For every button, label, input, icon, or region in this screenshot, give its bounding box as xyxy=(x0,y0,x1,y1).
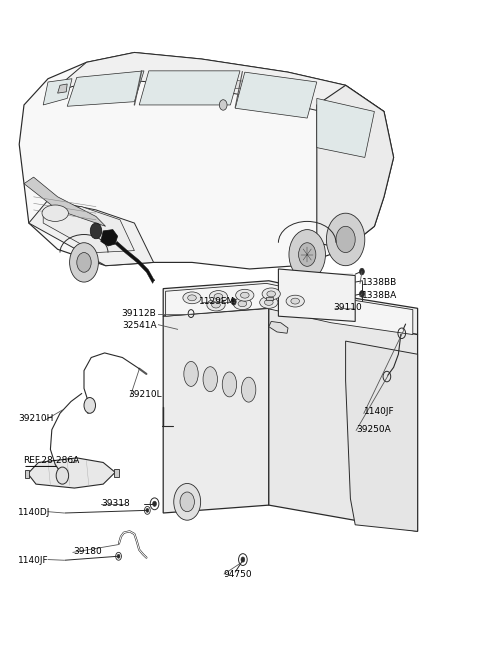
Polygon shape xyxy=(29,200,154,266)
Polygon shape xyxy=(115,241,155,283)
Circle shape xyxy=(219,100,227,110)
Circle shape xyxy=(336,226,355,253)
Ellipse shape xyxy=(209,291,228,302)
Ellipse shape xyxy=(188,295,196,300)
Text: 39210H: 39210H xyxy=(18,414,54,423)
Polygon shape xyxy=(197,77,216,87)
Polygon shape xyxy=(24,177,106,226)
Circle shape xyxy=(180,492,194,512)
Polygon shape xyxy=(269,321,288,333)
Ellipse shape xyxy=(42,205,69,222)
Circle shape xyxy=(146,508,149,512)
Circle shape xyxy=(77,253,91,272)
Ellipse shape xyxy=(260,297,278,308)
Ellipse shape xyxy=(233,298,252,310)
Ellipse shape xyxy=(291,298,300,304)
Polygon shape xyxy=(163,281,418,335)
Ellipse shape xyxy=(262,288,280,300)
Circle shape xyxy=(360,268,364,275)
Polygon shape xyxy=(269,308,418,531)
Ellipse shape xyxy=(214,293,223,299)
Circle shape xyxy=(56,467,69,484)
Polygon shape xyxy=(346,341,418,531)
Text: 39112B: 39112B xyxy=(122,309,156,318)
Ellipse shape xyxy=(203,367,217,392)
Polygon shape xyxy=(48,52,384,115)
Ellipse shape xyxy=(264,299,273,306)
Polygon shape xyxy=(235,72,317,118)
Text: 39210L: 39210L xyxy=(129,390,162,400)
Circle shape xyxy=(364,425,404,480)
Text: 1129EM: 1129EM xyxy=(199,297,236,306)
Polygon shape xyxy=(266,297,273,300)
Polygon shape xyxy=(283,83,302,93)
Polygon shape xyxy=(25,470,29,478)
Ellipse shape xyxy=(222,372,237,397)
Polygon shape xyxy=(43,79,72,105)
Circle shape xyxy=(117,554,120,558)
Circle shape xyxy=(353,410,415,495)
Circle shape xyxy=(360,291,364,297)
Text: 1338BA: 1338BA xyxy=(362,291,397,300)
Ellipse shape xyxy=(241,377,256,402)
Polygon shape xyxy=(58,84,67,93)
Ellipse shape xyxy=(238,300,247,306)
Text: 1140JF: 1140JF xyxy=(364,407,395,417)
Polygon shape xyxy=(114,469,119,477)
Polygon shape xyxy=(226,79,245,89)
Ellipse shape xyxy=(236,289,254,301)
Text: 39110: 39110 xyxy=(334,302,362,312)
Circle shape xyxy=(326,213,365,266)
Text: 32541A: 32541A xyxy=(122,321,156,330)
Ellipse shape xyxy=(212,302,220,308)
Text: 94750: 94750 xyxy=(224,570,252,579)
Circle shape xyxy=(375,441,393,464)
Polygon shape xyxy=(67,71,144,106)
Text: REF.28-286A: REF.28-286A xyxy=(23,456,79,465)
Text: 39250A: 39250A xyxy=(356,424,391,434)
Circle shape xyxy=(70,243,98,282)
Polygon shape xyxy=(28,458,115,488)
Circle shape xyxy=(90,223,102,239)
Polygon shape xyxy=(101,230,118,246)
Ellipse shape xyxy=(267,291,276,297)
Ellipse shape xyxy=(184,361,198,386)
Ellipse shape xyxy=(286,295,304,307)
Polygon shape xyxy=(19,52,394,269)
Polygon shape xyxy=(254,81,274,91)
Text: 1140DJ: 1140DJ xyxy=(18,508,50,518)
Polygon shape xyxy=(317,85,394,249)
Polygon shape xyxy=(139,71,240,105)
Polygon shape xyxy=(163,308,269,513)
Circle shape xyxy=(231,298,236,305)
Text: 39318: 39318 xyxy=(102,499,131,508)
Ellipse shape xyxy=(183,292,201,304)
Circle shape xyxy=(84,398,96,413)
Polygon shape xyxy=(43,207,134,253)
Text: 39180: 39180 xyxy=(73,546,102,556)
Text: 1140JF: 1140JF xyxy=(18,556,49,565)
Polygon shape xyxy=(168,75,187,85)
Circle shape xyxy=(299,243,316,266)
Polygon shape xyxy=(317,98,374,157)
Circle shape xyxy=(289,230,325,279)
Circle shape xyxy=(241,557,245,562)
Circle shape xyxy=(153,501,156,506)
Polygon shape xyxy=(166,283,413,335)
Text: 1338BB: 1338BB xyxy=(362,277,397,287)
Circle shape xyxy=(174,483,201,520)
Ellipse shape xyxy=(240,293,249,298)
Polygon shape xyxy=(278,269,355,321)
Ellipse shape xyxy=(207,299,225,311)
